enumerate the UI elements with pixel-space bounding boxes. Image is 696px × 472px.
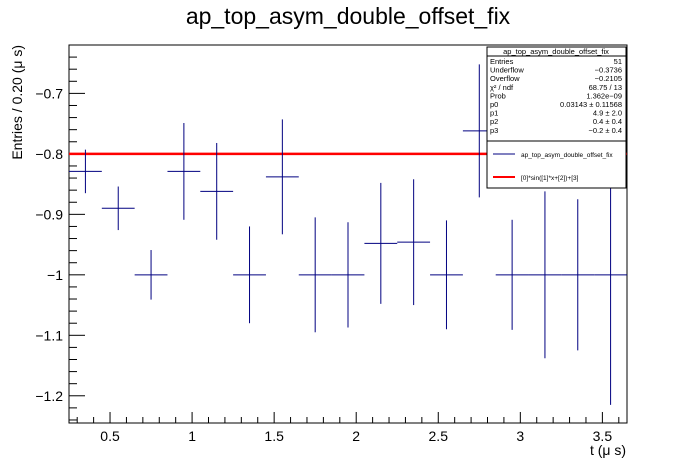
stats-row-value: 0.03143 ± 0.11568 xyxy=(560,100,622,109)
x-axis: 0.5 1 1.5 2 2.5 3 3.5 xyxy=(76,412,620,444)
chart-title: ap_top_asym_double_offset_fix xyxy=(186,3,511,29)
stats-row-label: Overflow xyxy=(490,74,520,83)
x-tick-label: 2 xyxy=(352,428,360,444)
data-point xyxy=(69,149,102,194)
stats-row-label: p2 xyxy=(490,117,498,126)
legend-label-data: ap_top_asym_double_offset_fix xyxy=(521,152,613,159)
data-point xyxy=(397,179,431,306)
data-point xyxy=(331,222,365,328)
legend: ap_top_asym_double_offset_fix [0]*sin([1… xyxy=(486,140,627,189)
stats-box: ap_top_asym_double_offset_fix Entries 51 U… xyxy=(486,46,627,142)
stats-row-value: 1.362e−09 xyxy=(586,91,622,100)
data-point xyxy=(101,186,135,231)
stats-row-label: Underflow xyxy=(490,66,524,75)
data-point xyxy=(364,182,398,304)
data-point xyxy=(265,119,299,235)
y-tick-label: −1.2 xyxy=(35,388,63,404)
y-tick-label: −1.1 xyxy=(35,327,63,343)
data-point xyxy=(233,226,266,324)
data-point xyxy=(200,142,234,240)
stats-row-value: 0.4 ± 0.4 xyxy=(593,117,622,126)
data-point xyxy=(495,219,529,330)
legend-label-fit: [0]*sin([1]*x+[2])+[3] xyxy=(521,175,579,182)
stats-row-value: −0.2 ± 0.4 xyxy=(588,126,622,135)
x-tick-label: 1 xyxy=(188,428,196,444)
data-point xyxy=(167,123,201,220)
stats-row-label: p3 xyxy=(490,126,498,135)
stats-box-title: ap_top_asym_double_offset_fix xyxy=(503,47,609,56)
legend-frame xyxy=(486,140,627,189)
x-axis-label: t (μ s) xyxy=(590,442,626,458)
x-tick-label: 0.5 xyxy=(100,428,120,444)
x-tick-label: 2.5 xyxy=(429,428,449,444)
x-tick-label: 3.5 xyxy=(593,428,613,444)
y-axis: −1.2 −1.1 −1 −0.9 −0.8 −0.7 xyxy=(35,44,85,421)
stats-row-value: −0.2105 xyxy=(595,74,622,83)
stats-row-value: 68.75 / 13 xyxy=(589,83,622,92)
data-point xyxy=(528,191,562,359)
data-points xyxy=(69,64,627,405)
stats-row-label: p1 xyxy=(490,109,498,118)
stats-box-frame xyxy=(486,46,627,142)
stats-rows: Entries 51 Underflow −0.3736 Overflow −0.2105… xyxy=(490,57,622,135)
stats-row-value: 4.9 ± 2.0 xyxy=(593,109,622,118)
y-tick-label: −1 xyxy=(47,267,63,283)
stats-row-label: Entries xyxy=(490,57,514,66)
stats-row-value: −0.3736 xyxy=(595,66,622,75)
data-point xyxy=(430,220,463,330)
data-point xyxy=(134,250,168,300)
y-axis-label: Entries / 0.20 (μ s) xyxy=(9,45,25,160)
plot-frame xyxy=(68,44,628,424)
y-tick-label: −0.8 xyxy=(35,146,63,162)
y-tick-label: −0.7 xyxy=(35,85,63,101)
stats-row-label: χ² / ndf xyxy=(490,83,514,92)
stats-row-label: p0 xyxy=(490,100,498,109)
stats-row-label: Prob xyxy=(490,91,506,100)
x-tick-label: 3 xyxy=(516,428,524,444)
stats-row-value: 51 xyxy=(614,57,622,66)
y-tick-label: −0.9 xyxy=(35,206,63,222)
x-tick-label: 1.5 xyxy=(264,428,284,444)
data-point xyxy=(298,217,332,333)
data-point xyxy=(561,199,595,351)
